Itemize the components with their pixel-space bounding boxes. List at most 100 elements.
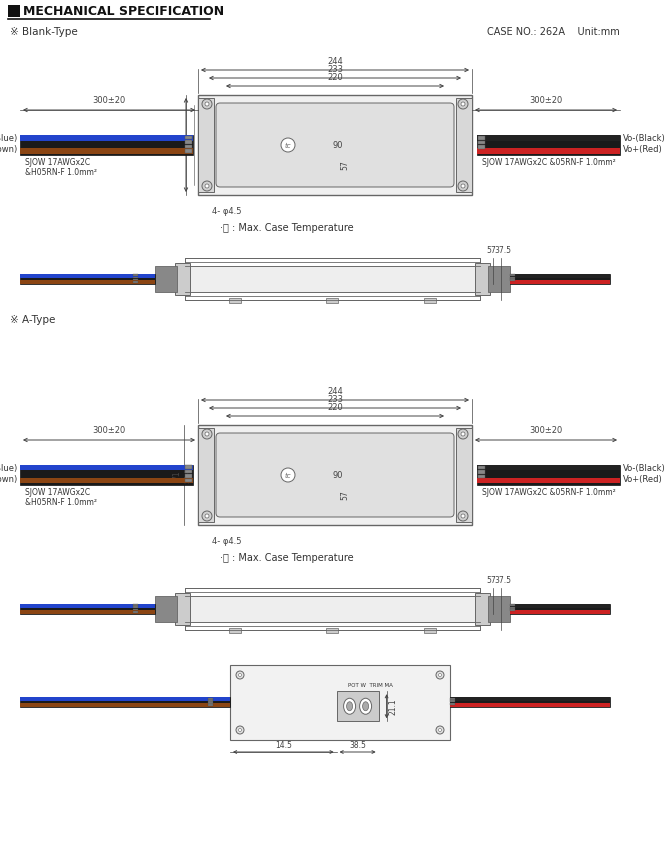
Bar: [20, 148, 193, 154]
Bar: [456, 98, 472, 192]
Circle shape: [436, 671, 444, 679]
Bar: [450, 703, 610, 708]
Bar: [185, 588, 480, 630]
Bar: [478, 141, 485, 144]
Text: 57: 57: [340, 161, 350, 170]
Bar: [510, 277, 515, 279]
Bar: [133, 607, 138, 608]
Ellipse shape: [346, 702, 352, 711]
Circle shape: [239, 728, 241, 732]
Text: 57: 57: [486, 576, 496, 585]
Bar: [229, 628, 241, 633]
Bar: [20, 604, 155, 614]
Bar: [20, 478, 193, 483]
Bar: [450, 700, 455, 702]
Bar: [198, 425, 472, 525]
Text: 53.8: 53.8: [184, 467, 190, 482]
Bar: [510, 609, 515, 611]
Bar: [185, 475, 192, 478]
Bar: [475, 263, 490, 295]
Circle shape: [205, 514, 209, 518]
Text: 4- φ4.5: 4- φ4.5: [212, 207, 241, 216]
Bar: [488, 596, 510, 622]
FancyBboxPatch shape: [216, 103, 454, 187]
Text: 244: 244: [327, 387, 343, 396]
Circle shape: [436, 726, 444, 734]
Text: 300±20: 300±20: [529, 96, 563, 105]
Circle shape: [458, 181, 468, 191]
Bar: [336, 691, 379, 721]
Bar: [510, 604, 610, 614]
FancyBboxPatch shape: [216, 433, 454, 517]
Bar: [133, 604, 138, 606]
Bar: [20, 697, 230, 702]
Bar: [424, 628, 436, 633]
Text: POT W  TRIM MA: POT W TRIM MA: [348, 683, 393, 689]
Text: Vo-(Black)
Vo+(Red): Vo-(Black) Vo+(Red): [623, 464, 666, 483]
Text: 244: 244: [327, 57, 343, 66]
Bar: [208, 700, 213, 702]
Bar: [477, 465, 620, 470]
Bar: [155, 266, 177, 292]
Circle shape: [281, 468, 295, 482]
Bar: [185, 140, 192, 143]
Text: 220: 220: [327, 73, 343, 82]
Bar: [20, 697, 230, 708]
Bar: [450, 698, 455, 700]
Bar: [198, 95, 472, 195]
Bar: [155, 596, 177, 622]
Bar: [229, 298, 241, 303]
Circle shape: [438, 673, 442, 677]
Bar: [133, 608, 138, 610]
Bar: [510, 274, 610, 278]
Text: 90: 90: [333, 141, 343, 149]
Text: ACN(Blue)
ACL(Brown): ACN(Blue) ACL(Brown): [0, 464, 18, 483]
Bar: [185, 258, 480, 300]
Text: 300±20: 300±20: [92, 426, 126, 435]
Bar: [424, 298, 436, 303]
Bar: [450, 697, 610, 708]
Bar: [185, 465, 192, 469]
Text: CASE NO.: 262A    Unit:mm: CASE NO.: 262A Unit:mm: [487, 27, 620, 37]
Circle shape: [461, 102, 465, 106]
Circle shape: [461, 432, 465, 436]
Bar: [208, 702, 213, 704]
Bar: [510, 604, 610, 608]
Circle shape: [239, 673, 241, 677]
Circle shape: [205, 102, 209, 106]
Bar: [198, 98, 214, 192]
Bar: [478, 466, 485, 469]
Bar: [20, 135, 193, 141]
Bar: [510, 280, 610, 284]
Text: SJOW 17AWGx2C &05RN-F 1.0mm²: SJOW 17AWGx2C &05RN-F 1.0mm²: [482, 158, 616, 167]
Circle shape: [458, 429, 468, 439]
Circle shape: [236, 671, 244, 679]
Bar: [475, 593, 490, 625]
Bar: [477, 478, 620, 483]
Bar: [185, 135, 192, 139]
Circle shape: [205, 184, 209, 188]
Bar: [510, 604, 515, 607]
Bar: [510, 274, 515, 276]
Bar: [20, 465, 193, 485]
Ellipse shape: [360, 698, 372, 715]
Bar: [208, 698, 213, 700]
Circle shape: [438, 728, 442, 732]
Bar: [185, 149, 192, 153]
Bar: [20, 604, 155, 608]
Circle shape: [202, 181, 212, 191]
Ellipse shape: [344, 698, 356, 715]
Text: ※ A-Type: ※ A-Type: [10, 315, 56, 325]
Bar: [326, 628, 338, 633]
Bar: [133, 276, 138, 278]
Text: 57: 57: [486, 246, 496, 255]
Text: SJOW 17AWGx2C
&H05RN-F 1.0mm²: SJOW 17AWGx2C &H05RN-F 1.0mm²: [25, 158, 97, 178]
Bar: [510, 610, 610, 614]
Bar: [20, 465, 193, 470]
Circle shape: [202, 429, 212, 439]
Text: 53.8: 53.8: [186, 137, 192, 153]
Bar: [20, 610, 155, 614]
Circle shape: [458, 511, 468, 521]
Bar: [478, 145, 485, 148]
Circle shape: [236, 726, 244, 734]
